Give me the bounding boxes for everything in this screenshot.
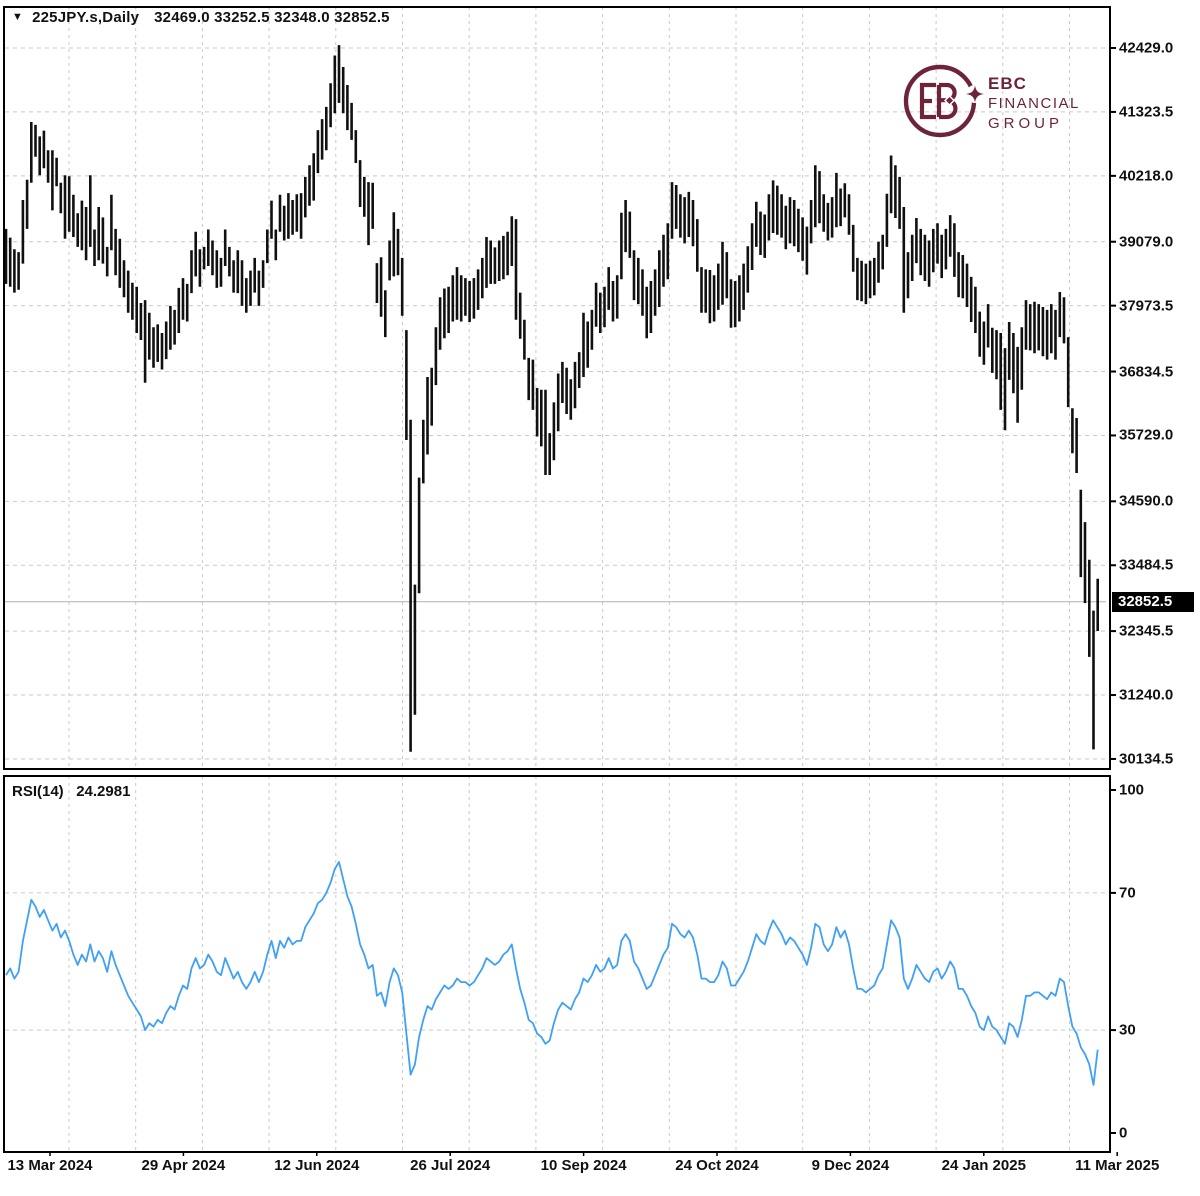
time-axis-label: 10 Sep 2024 [540, 1157, 627, 1174]
time-axis-label: 13 Mar 2024 [7, 1157, 93, 1174]
price-axis-label: 35729.0 [1119, 426, 1174, 444]
collapse-indicator-icon[interactable]: ▼ [12, 10, 24, 23]
logo-line-1: EBC [988, 74, 1027, 93]
time-axis-label: 26 Jul 2024 [410, 1157, 491, 1174]
chart-title: ▼ 225JPY.s,Daily 32469.0 33252.5 32348.0… [12, 9, 390, 26]
rsi-axis-label: 70 [1119, 884, 1136, 902]
current-price-badge: 32852.5 [1112, 591, 1194, 612]
ebc-logo-text: EBC FINANCIAL GROUP [988, 74, 1080, 134]
logo-line-3: GROUP [988, 115, 1064, 132]
price-axis-label: 41323.5 [1119, 103, 1174, 121]
price-bars-series [4, 45, 1099, 752]
price-axis-label: 30134.5 [1119, 750, 1174, 768]
rsi-panel-border [3, 775, 1111, 1153]
time-axis-label: 24 Jan 2025 [941, 1157, 1026, 1174]
time-axis-label: 24 Oct 2024 [675, 1157, 759, 1174]
main-panel-border [3, 6, 1111, 770]
price-axis-label: 36834.5 [1119, 363, 1174, 381]
time-axis-label: 29 Apr 2024 [141, 1157, 226, 1174]
time-axis-label: 12 Jun 2024 [274, 1157, 360, 1174]
rsi-name-label: RSI(14) [12, 783, 64, 800]
ebc-logo: EBC FINANCIAL GROUP [898, 52, 1088, 152]
ohlc-values-label: 32469.0 33252.5 32348.0 32852.5 [154, 9, 390, 26]
ebc-logo-icon [903, 64, 984, 138]
rsi-axis-label: 0 [1119, 1124, 1128, 1142]
price-axis-label: 31240.0 [1119, 686, 1174, 704]
price-axis-label: 32345.5 [1119, 622, 1174, 640]
symbol-timeframe-label: 225JPY.s,Daily [32, 9, 140, 26]
price-axis-label: 33484.5 [1119, 556, 1174, 574]
logo-line-2: FINANCIAL [988, 95, 1080, 112]
price-axis-label: 39079.0 [1119, 233, 1174, 251]
rsi-line-series [5, 861, 1099, 1086]
time-axis-label: 11 Mar 2025 [1075, 1157, 1160, 1174]
price-axis-label: 34590.0 [1119, 492, 1174, 510]
rsi-axis-label: 100 [1119, 781, 1145, 799]
price-axis-label: 37973.5 [1119, 297, 1174, 315]
rsi-indicator-label: RSI(14) 24.2981 [12, 783, 130, 800]
rsi-value-label: 24.2981 [76, 783, 131, 800]
time-axis-label: 9 Dec 2024 [811, 1157, 890, 1174]
price-axis-label: 42429.0 [1119, 39, 1174, 57]
price-axis-label: 40218.0 [1119, 167, 1174, 185]
rsi-axis-label: 30 [1119, 1021, 1136, 1039]
